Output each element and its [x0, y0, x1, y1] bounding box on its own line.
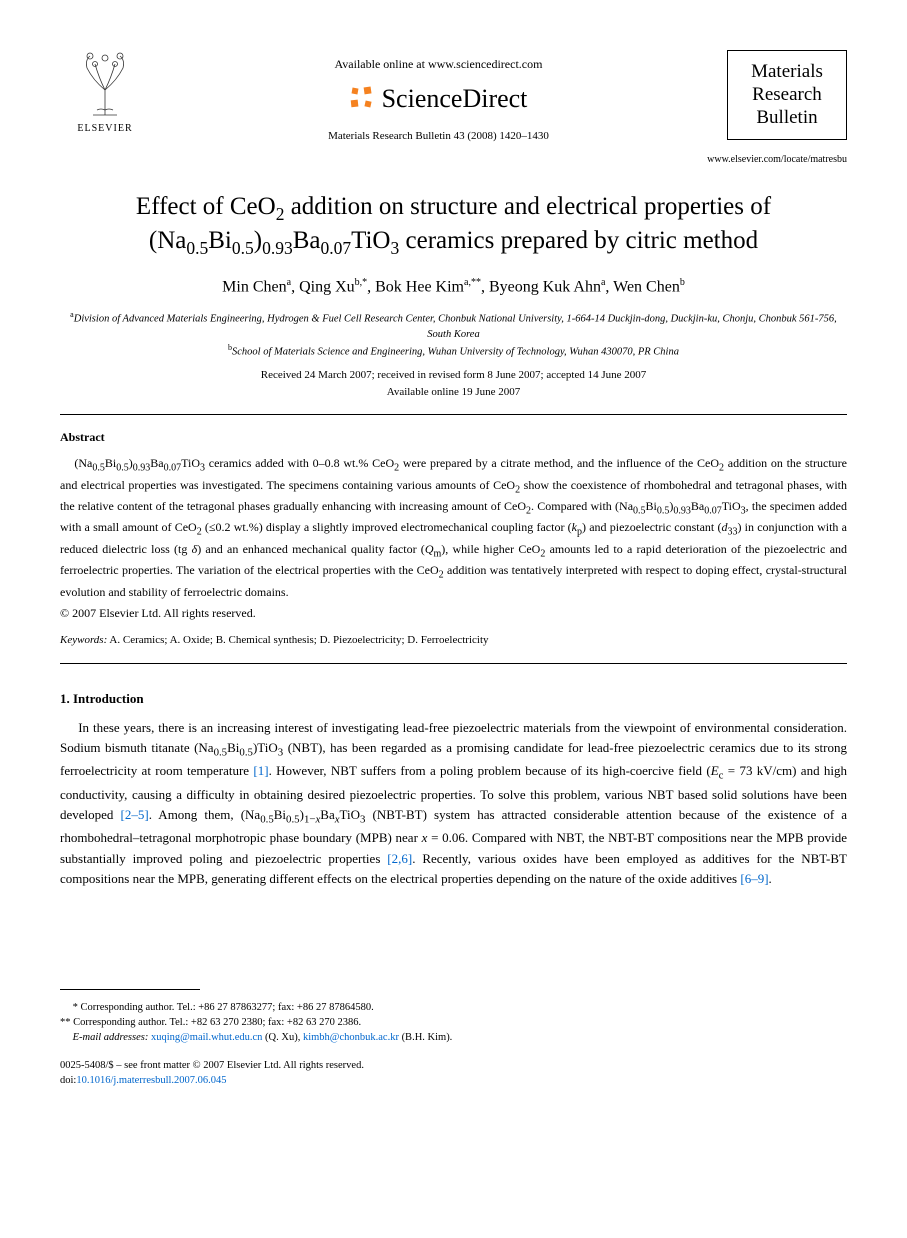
- sciencedirect-icon: [350, 86, 376, 112]
- article-dates: Received 24 March 2007; received in revi…: [60, 367, 847, 400]
- elsevier-label: ELSEVIER: [77, 122, 132, 136]
- article-title: Effect of CeO2 addition on structure and…: [60, 191, 847, 261]
- corresp-marker: *: [362, 277, 367, 288]
- affiliations: aDivision of Advanced Materials Engineer…: [60, 309, 847, 360]
- title-frag: ceramics prepared by citric method: [399, 227, 758, 254]
- journal-url[interactable]: www.elsevier.com/locate/matresbu: [60, 153, 847, 167]
- sciencedirect-logo: ScienceDirect: [150, 81, 727, 117]
- dates-online: Available online 19 June 2007: [60, 384, 847, 401]
- sciencedirect-text: ScienceDirect: [382, 81, 528, 117]
- section-body: In these years, there is an increasing i…: [60, 718, 847, 889]
- author: Bok Hee Kim: [375, 278, 464, 295]
- copyright-line: © 2007 Elsevier Ltd. All rights reserved…: [60, 605, 847, 622]
- author-affil-sup: a: [287, 277, 291, 288]
- email-tail: (Q. Xu),: [262, 1032, 303, 1043]
- journal-box-line: Materials: [734, 61, 840, 84]
- keywords-label: Keywords:: [60, 634, 107, 646]
- authors-line: Min Chena, Qing Xub,*, Bok Hee Kima,**, …: [60, 276, 847, 299]
- title-frag: TiO: [351, 227, 390, 254]
- footnote-corresp: ** Corresponding author. Tel.: +82 63 27…: [60, 1015, 847, 1030]
- title-frag: Bi: [208, 227, 232, 254]
- journal-title-box: Materials Research Bulletin: [727, 50, 847, 140]
- title-frag: Effect of CeO: [136, 193, 276, 220]
- affiliation-text: School of Materials Science and Engineer…: [232, 346, 679, 357]
- footnotes-block: * Corresponding author. Tel.: +86 27 878…: [60, 1000, 847, 1046]
- elsevier-logo-block: ELSEVIER: [60, 50, 150, 136]
- email-tail: (B.H. Kim).: [399, 1032, 452, 1043]
- bottom-block: 0025-5408/$ – see front matter © 2007 El…: [60, 1059, 847, 1088]
- footnote-corresp: * Corresponding author. Tel.: +86 27 878…: [60, 1000, 847, 1015]
- author: Qing Xu: [299, 278, 355, 295]
- divider-rule-thick: [60, 663, 847, 664]
- doi-label: doi:: [60, 1075, 76, 1086]
- author-affil-sup: b: [680, 277, 685, 288]
- author: Min Chen: [222, 278, 286, 295]
- footnote-email: E-mail addresses: xuqing@mail.whut.edu.c…: [60, 1030, 847, 1045]
- elsevier-tree-icon: [75, 50, 135, 120]
- divider-rule: [60, 414, 847, 415]
- abstract-body: (Na0.5Bi0.5)0.93Ba0.07TiO3 ceramics adde…: [60, 454, 847, 600]
- journal-reference: Materials Research Bulletin 43 (2008) 14…: [150, 129, 727, 144]
- author: Byeong Kuk Ahn: [489, 278, 601, 295]
- header-center: Available online at www.sciencedirect.co…: [150, 50, 727, 145]
- journal-box-line: Bulletin: [734, 107, 840, 130]
- keywords-text: A. Ceramics; A. Oxide; B. Chemical synth…: [107, 634, 488, 646]
- issn-line: 0025-5408/$ – see front matter © 2007 El…: [60, 1059, 847, 1074]
- abstract-label: Abstract: [60, 429, 847, 446]
- section-heading: 1. Introduction: [60, 690, 847, 708]
- author-affil-sup: b,: [355, 277, 363, 288]
- author-affil-sup: a,: [464, 277, 471, 288]
- journal-box-line: Research: [734, 84, 840, 107]
- corresp-marker: **: [471, 277, 481, 288]
- header-row: ELSEVIER Available online at www.science…: [60, 50, 847, 145]
- footnote-rule: [60, 989, 200, 990]
- title-frag: Ba: [293, 227, 321, 254]
- available-online-text: Available online at www.sciencedirect.co…: [150, 56, 727, 73]
- keywords-line: Keywords: A. Ceramics; A. Oxide; B. Chem…: [60, 633, 847, 648]
- dates-received: Received 24 March 2007; received in revi…: [60, 367, 847, 384]
- doi-link[interactable]: 10.1016/j.materresbull.2007.06.045: [76, 1075, 226, 1086]
- affiliation-text: Division of Advanced Materials Engineeri…: [74, 313, 837, 339]
- journal-box-wrap: Materials Research Bulletin: [727, 50, 847, 140]
- title-frag: ): [254, 227, 262, 254]
- email-label: E-mail addresses:: [73, 1032, 149, 1043]
- doi-line: doi:10.1016/j.materresbull.2007.06.045: [60, 1074, 847, 1089]
- email-link[interactable]: xuqing@mail.whut.edu.cn: [151, 1032, 262, 1043]
- email-link[interactable]: kimbh@chonbuk.ac.kr: [303, 1032, 399, 1043]
- author-affil-sup: a: [601, 277, 605, 288]
- author: Wen Chen: [613, 278, 680, 295]
